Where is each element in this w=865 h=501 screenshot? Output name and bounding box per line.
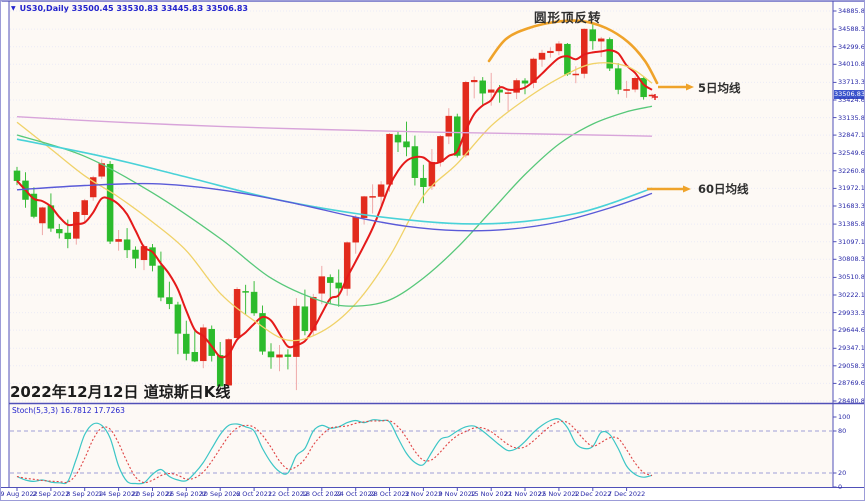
- symbol-info-bar[interactable]: ▼ US30,Daily 33500.45 33530.83 33445.83 3…: [11, 4, 248, 13]
- price-tick-label: 31097.10: [838, 237, 865, 246]
- ma-line-ma_long: [16, 182, 653, 232]
- annotation-ma5-label[interactable]: 5日均线: [698, 81, 741, 95]
- symbol-ohlc-text: US30,Daily 33500.45 33530.83 33445.83 33…: [19, 4, 248, 13]
- date-tick-label: 12 Oct 2022: [267, 490, 309, 498]
- plot-background: [9, 1, 833, 487]
- annotation-ma60-label[interactable]: 60日均线: [698, 182, 749, 196]
- date-tick-label: 28 Oct 2022: [369, 490, 410, 498]
- price-tick-label: 30808.35: [838, 255, 865, 264]
- current-price-tag: 33506.83: [834, 90, 865, 99]
- price-tick-label: 29933.35: [838, 308, 865, 317]
- price-tick-label: 30510.85: [838, 273, 865, 282]
- chart-caption[interactable]: 2022年12月12日 道琼斯日K线: [10, 383, 231, 401]
- stoch-tick-label: 80: [838, 427, 847, 435]
- price-tick-label: 31683.35: [838, 202, 865, 210]
- price-tick-label: 33713.35: [838, 78, 865, 87]
- price-tick-label: 30222.10: [838, 290, 865, 299]
- annotation-rounded-top-reversal[interactable]: 圆形顶反转: [534, 10, 602, 25]
- ma-line-ma5: [16, 49, 653, 359]
- price-tick-label: 34010.85: [838, 60, 865, 69]
- date-tick-label: 26 Sep 2022: [165, 490, 207, 498]
- date-tick-label: 20 Sep 2022: [131, 490, 174, 498]
- date-tick-label: 8 Sep 2022: [66, 490, 104, 498]
- date-tick-label: 2 Sep 2022: [32, 490, 70, 498]
- date-tick-label: 6 Oct 2022: [236, 490, 273, 498]
- price-tick-label: 31972.10: [838, 184, 865, 193]
- ma-line-ma60: [16, 138, 653, 225]
- stoch-k-line: [16, 418, 653, 485]
- indicator-label: Stoch(5,3,3) 16.7812 17.7263: [12, 406, 125, 415]
- date-tick-label: 14 Sep 2022: [97, 490, 140, 498]
- date-tick-label: 25 Nov 2022: [538, 490, 580, 498]
- price-tick-label: 32260.85: [838, 166, 865, 175]
- price-tick-label: 28769.60: [838, 379, 865, 388]
- date-tick-label: 9 Nov 2022: [438, 490, 477, 498]
- price-tick-label: 34299.60: [838, 42, 865, 51]
- price-tick-label: 32847.10: [838, 131, 865, 140]
- ma60-arrow[interactable]: [683, 185, 691, 193]
- price-tick-label: 34588.35: [838, 25, 865, 34]
- ma-line-ma_longest: [16, 116, 653, 137]
- price-tick-label: 33135.85: [838, 113, 865, 122]
- price-tick-label: 29644.60: [838, 326, 865, 335]
- price-tick-label: 32549.60: [838, 149, 865, 158]
- date-tick-label: 15 Nov 2022: [470, 490, 512, 498]
- candles-group: [13, 24, 656, 391]
- date-tick-label: 3 Nov 2022: [404, 490, 443, 498]
- date-tick-label: 29 Aug 2022: [1, 490, 38, 498]
- price-tick-label: 29347.10: [838, 344, 865, 353]
- price-tick-label: 29058.35: [838, 361, 865, 370]
- stoch-tick-label: 0: [838, 483, 843, 491]
- date-tick-label: 18 Oct 2022: [301, 490, 342, 498]
- date-tick-label: 7 Dec 2022: [607, 490, 646, 498]
- price-tick-label: 33424.60: [838, 95, 865, 104]
- stoch-tick-label: 20: [838, 469, 847, 477]
- date-tick-label: 21 Nov 2022: [504, 490, 546, 498]
- rounded-top-drawing[interactable]: [487, 19, 659, 85]
- date-tick-label: 1 Dec 2022: [574, 490, 612, 498]
- ma5-arrow[interactable]: [686, 83, 694, 91]
- date-tick-label: 24 Oct 2022: [335, 490, 376, 498]
- date-tick-label: 30 Sep 2022: [199, 490, 241, 498]
- ma-line-ma10: [16, 62, 653, 342]
- price-tick-label: 28480.85: [838, 397, 865, 405]
- price-tick-label: 31385.85: [838, 220, 865, 229]
- stoch-tick-label: 100: [838, 413, 851, 421]
- dropdown-arrow-icon[interactable]: ▼: [11, 5, 16, 12]
- price-tick-label: 34885.85: [838, 7, 865, 15]
